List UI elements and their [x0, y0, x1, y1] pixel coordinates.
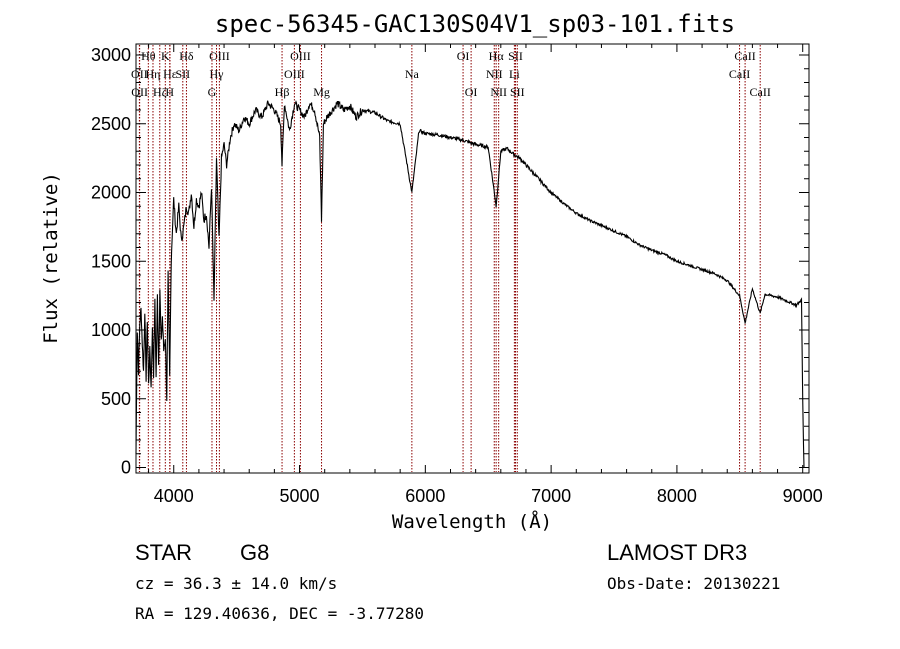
x-tick-label: 4000	[154, 486, 194, 506]
y-tick-label: 1500	[91, 251, 131, 271]
spectral-line-label: Hθ	[141, 49, 156, 63]
x-tick-label: 5000	[280, 486, 320, 506]
spectrum-series-line	[135, 100, 805, 468]
y-tick-label: 500	[101, 389, 131, 409]
y-tick-label: 3000	[91, 45, 131, 65]
chart-title: spec-56345-GAC130S04V1_sp03-101.fits	[215, 10, 735, 38]
y-axis-ticks: 0 500 1000 1500 2000 2500 3000	[91, 45, 809, 478]
spectral-line-label: OIII	[284, 67, 305, 81]
x-axis-label: Wavelength (Å)	[392, 510, 552, 533]
spectral-line-label: CaII	[729, 67, 750, 81]
plot-frame	[135, 43, 810, 474]
object-subclass: G8	[240, 540, 269, 565]
spectral-line-label: OIII	[209, 49, 230, 63]
spectral-line-label: H	[165, 85, 174, 99]
x-tick-label: 7000	[531, 486, 571, 506]
spectral-line-label: SII	[175, 67, 190, 81]
y-axis-label: Flux (relative)	[40, 172, 62, 344]
x-axis-ticks: 4000 5000 6000 7000 8000 9000	[148, 44, 823, 506]
x-tick-label: 9000	[783, 486, 823, 506]
spectral-line-label: G	[208, 85, 217, 99]
spectral-line-label: Mg	[313, 85, 330, 99]
y-tick-label: 0	[121, 458, 131, 478]
spectral-line-label: Hβ	[275, 85, 290, 99]
object-class: STAR	[135, 540, 192, 565]
spectral-line-label: Hα	[489, 49, 505, 63]
spectral-line-label: OII	[131, 85, 148, 99]
spectral-line-label: K	[161, 49, 170, 63]
spectral-line-label: Hε	[163, 67, 177, 81]
spectral-line-label: SII	[508, 49, 523, 63]
spectral-line-label: OI	[457, 49, 470, 63]
spectral-line-label: OIII	[290, 49, 311, 63]
y-tick-label: 1000	[91, 320, 131, 340]
spectral-line-label: NII	[490, 85, 507, 99]
spectral-line-label: Li	[509, 67, 520, 81]
x-tick-label: 8000	[657, 486, 697, 506]
info-panel: STAR G8 LAMOST DR3 cz = 36.3 ± 14.0 km/s…	[135, 540, 780, 623]
spectral-line-label: Hδ	[179, 49, 194, 63]
spectral-line-label: Hγ	[210, 67, 225, 81]
coordinates: RA = 129.40636, DEC = -3.77280	[135, 604, 424, 623]
y-tick-label: 2000	[91, 183, 131, 203]
spectral-line-label: SII	[510, 85, 525, 99]
spectral-line-label: Na	[405, 67, 420, 81]
x-tick-label: 6000	[405, 486, 445, 506]
spectral-line-label: Hη	[146, 67, 161, 81]
observation-date: Obs-Date: 20130221	[607, 574, 780, 593]
spectral-line-label: Hζ	[153, 85, 167, 99]
spectral-line-label: NII	[486, 67, 503, 81]
spectral-line-label: CaII	[734, 49, 755, 63]
spectral-line-label: OII	[131, 67, 148, 81]
spectral-line-label: CaII	[750, 85, 771, 99]
spectral-line-label: OI	[465, 85, 478, 99]
survey-name: LAMOST DR3	[607, 540, 747, 565]
redshift-cz: cz = 36.3 ± 14.0 km/s	[135, 574, 337, 593]
y-tick-label: 2500	[91, 114, 131, 134]
